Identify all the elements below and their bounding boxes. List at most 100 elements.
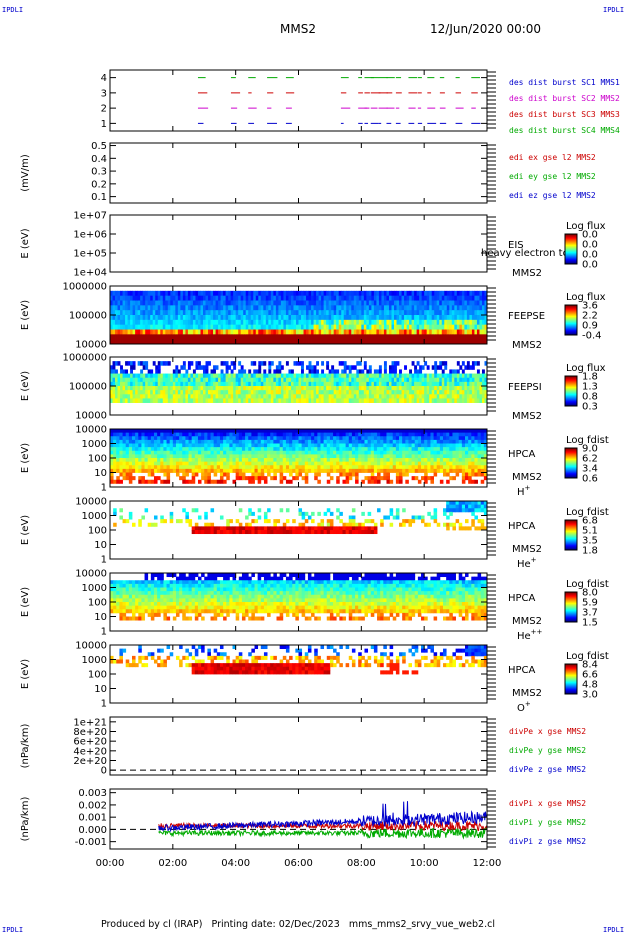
spectrogram-cell [201, 436, 205, 441]
spectrogram-cell [248, 310, 252, 316]
spectrogram-cell [289, 465, 293, 470]
spectrogram-cell [175, 315, 179, 321]
spectrogram-cell [165, 334, 169, 340]
spectrogram-cell [417, 450, 422, 455]
spectrogram-cell [263, 381, 267, 387]
spectrogram-cell [192, 394, 196, 399]
spectrogram-cell [439, 436, 444, 441]
spectrogram-cell [383, 447, 387, 452]
spectrogram-cell [195, 390, 199, 395]
spectrogram-cell [197, 394, 201, 399]
spectrogram-cell [292, 443, 296, 448]
spectrogram-cell [456, 319, 460, 326]
spectrogram-cell [461, 436, 466, 441]
spectrogram-cell [254, 436, 259, 441]
spectrogram-cell [373, 324, 377, 330]
spectrogram-cell [414, 386, 418, 391]
spectrogram-cell [424, 290, 428, 297]
spectrogram-cell [484, 373, 488, 379]
spectrogram-cell [336, 310, 340, 316]
spectrogram-cell [383, 373, 387, 379]
spectrogram-cell [298, 390, 302, 395]
spectrogram-cell [116, 461, 120, 466]
spectrogram-cell [132, 365, 136, 370]
spectrogram-cell [180, 386, 184, 391]
spectrogram-cell [135, 305, 139, 311]
spectrogram-cell [263, 339, 267, 345]
spectrogram-cell [226, 443, 230, 448]
spectrogram-cell [112, 377, 116, 383]
spectrogram-cell [255, 339, 259, 345]
spectrogram-cell [396, 305, 400, 311]
spectrogram-cell [248, 290, 252, 297]
spectrogram-cell [421, 432, 425, 437]
spectrogram-cell [411, 310, 415, 316]
spectrogram-cell [331, 329, 335, 335]
colorbar-cell [565, 387, 577, 389]
spectrogram-cell [301, 450, 306, 455]
spectrogram-cell [306, 300, 309, 306]
spectrogram-cell [285, 429, 290, 434]
spectrogram-cell [298, 429, 303, 434]
spectrogram-cell [270, 339, 274, 345]
spectrogram-cell [386, 339, 390, 345]
spectrogram-cell [112, 394, 116, 399]
spectrogram-cell [218, 324, 221, 330]
spectrogram-cell [131, 465, 136, 470]
spectrogram-cell [147, 432, 152, 437]
spectrogram-cell [308, 290, 312, 297]
spectrogram-cell [417, 432, 422, 437]
spectrogram-cell [383, 436, 387, 441]
spectrogram-cell [336, 324, 340, 330]
colorbar-cell [565, 235, 577, 237]
spectrogram-cell [449, 398, 453, 403]
spectrogram-cell [254, 443, 259, 448]
spectrogram-cell [336, 300, 340, 306]
spectrogram-cell [399, 468, 403, 473]
spectrogram-cell [298, 461, 303, 466]
spectrogram-cell [368, 369, 372, 374]
spectrogram-cell [150, 324, 154, 330]
spectrogram-cell [313, 394, 317, 399]
spectrogram-cell [182, 432, 186, 437]
spectrogram-cell [248, 468, 252, 473]
spectrogram-cell [373, 334, 377, 340]
legend-entry: edi ez gse l2 MMS2 [509, 191, 596, 200]
spectrogram-cell [421, 315, 425, 321]
spectrogram-cell [424, 334, 428, 340]
spectrogram-cell [411, 450, 416, 455]
spectrogram-cell [409, 324, 412, 330]
spectrogram-cell [120, 290, 123, 297]
spectrogram-cell [188, 447, 193, 452]
spectrogram-cell [251, 468, 255, 473]
spectrogram-cell [380, 436, 384, 441]
spectrogram-cell [452, 450, 456, 455]
spectrogram-cell [279, 454, 284, 459]
spectrogram-cell [162, 373, 166, 379]
spectrogram-cell [321, 386, 325, 391]
spectrogram-cell [371, 377, 375, 383]
spectrogram-cell [207, 454, 211, 459]
spectrogram-cell [451, 386, 455, 391]
spectrogram-cell [421, 300, 425, 306]
spectrogram-cell [370, 432, 375, 437]
spectrogram-cell [343, 295, 347, 301]
spectrogram-cell [238, 390, 242, 395]
spectrogram-cell [454, 339, 458, 345]
spectrogram-cell [346, 377, 350, 383]
spectrogram-cell [306, 319, 309, 326]
spectrogram-cell [197, 305, 201, 311]
spectrogram-cell [132, 381, 136, 387]
spectrogram-cell [380, 439, 384, 444]
spectrogram-cell [263, 334, 267, 340]
spectrogram-cell [110, 365, 113, 370]
spectrogram-cell [408, 458, 412, 463]
spectrogram-cell [240, 334, 244, 340]
spectrogram-cell [157, 458, 161, 463]
spectrogram-cell [426, 398, 430, 403]
spectrogram-cell [311, 439, 315, 444]
spectrogram-cell [429, 315, 433, 321]
spectrogram-cell [273, 334, 277, 340]
spectrogram-cell [314, 443, 318, 448]
